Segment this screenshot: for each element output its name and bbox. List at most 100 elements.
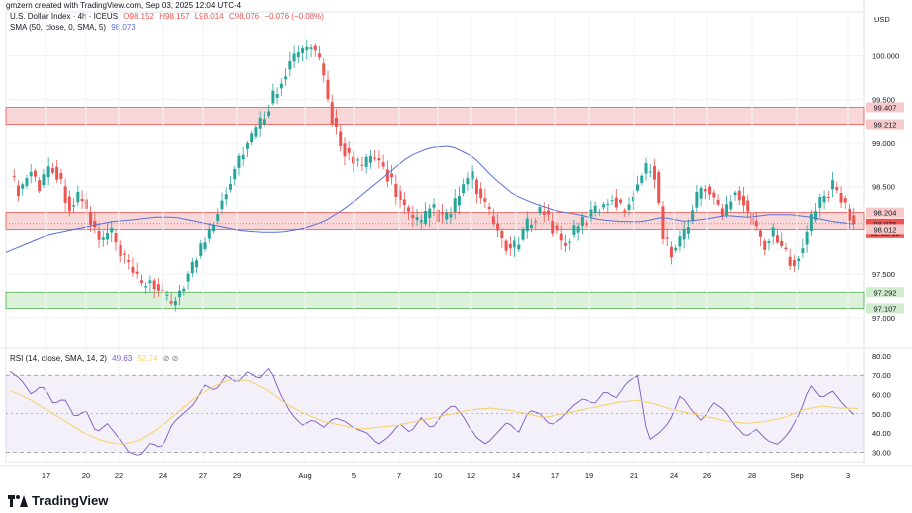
candle-body	[139, 280, 143, 283]
candle-body	[178, 290, 182, 298]
candle-body	[648, 171, 652, 173]
candle-body	[29, 171, 33, 177]
candle-body	[470, 171, 474, 180]
candle-body	[555, 225, 559, 231]
brand-name: TradingView	[32, 493, 109, 508]
candle-body	[135, 271, 139, 274]
candle-body	[708, 186, 712, 195]
candle-body	[322, 63, 326, 76]
candle-body	[716, 199, 720, 205]
candle-body	[831, 180, 835, 190]
time-tick-label: 20	[82, 471, 90, 480]
candle-body	[521, 229, 525, 240]
candle-body	[301, 48, 305, 54]
candle-body	[360, 164, 364, 166]
candle-body	[504, 240, 508, 251]
sma-label[interactable]: SMA (50, close, 0, SMA, 5)	[10, 23, 107, 32]
time-tick-label: Sep	[790, 471, 803, 480]
candle-body	[733, 192, 737, 196]
candle-body	[508, 243, 512, 249]
price-tick-label: 97.000	[872, 314, 895, 323]
candle-body	[241, 154, 245, 159]
candle-body	[496, 223, 500, 231]
candle-body	[339, 131, 343, 147]
candle-body	[118, 244, 122, 256]
candle-body	[703, 189, 707, 192]
candle-body	[296, 52, 300, 58]
candle-body	[780, 240, 784, 247]
candle-body	[746, 200, 750, 212]
candle-body	[250, 133, 254, 143]
time-tick-label: 28	[748, 471, 756, 480]
candle-body	[572, 225, 576, 235]
candle-body	[279, 83, 283, 89]
candle-body	[262, 119, 266, 125]
candle-body	[76, 191, 80, 203]
candle-body	[398, 191, 402, 201]
low-value: L98.014	[194, 12, 224, 21]
time-tick-label: 17	[42, 471, 50, 480]
candle-body	[216, 214, 220, 222]
candle-body	[835, 187, 839, 191]
candle-body	[589, 209, 593, 217]
open-value: O98.152	[123, 12, 154, 21]
candle-body	[568, 241, 572, 243]
candle-body	[110, 228, 114, 233]
candle-body	[122, 253, 126, 255]
candle-body	[483, 198, 487, 202]
candle-body	[148, 280, 152, 284]
candle-body	[46, 166, 50, 178]
zone-mid-low-label: 98.012	[874, 225, 897, 234]
time-tick-label: 24	[670, 471, 678, 480]
candle-body	[165, 294, 169, 296]
rsi-legend: RSI (14, close, SMA, 14, 2) 49.63 52.74 …	[10, 354, 181, 363]
time-tick-label: 3	[846, 471, 850, 480]
rsi-tick-label: 70.00	[872, 371, 891, 380]
candle-body	[432, 204, 436, 208]
candle-body	[445, 212, 449, 220]
candle-body	[843, 198, 847, 203]
price-tick-label: 97.500	[872, 270, 895, 279]
time-tick-label: 19	[585, 471, 593, 480]
candle-body	[763, 240, 767, 250]
time-tick-label: 14	[512, 471, 520, 480]
candle-body	[822, 196, 826, 203]
candle-body	[203, 242, 207, 250]
time-tick-label: 12	[467, 471, 475, 480]
candle-body	[695, 191, 699, 208]
candle-body	[368, 155, 372, 163]
zone-top-high-label-badge	[866, 102, 904, 113]
candle-body	[144, 286, 148, 288]
time-tick-label: Aug	[298, 471, 311, 480]
symbol-title[interactable]: U.S. Dollar Index · 4h · ICEUS	[10, 12, 119, 21]
candle-body	[80, 199, 84, 202]
change-value: −0.076 (−0.08%)	[264, 12, 324, 21]
candle-body	[559, 233, 563, 241]
zone-bot-high-label-badge	[866, 287, 904, 298]
candle-body	[797, 258, 801, 262]
candle-body	[59, 173, 63, 180]
candle-body	[513, 240, 517, 248]
candle-body	[712, 192, 716, 198]
candle-body	[254, 127, 258, 137]
candle-body	[275, 94, 279, 98]
candle-body	[669, 246, 673, 258]
price-tick-label: 100.000	[872, 52, 899, 61]
candle-body	[55, 166, 59, 180]
candle-body	[381, 162, 385, 167]
candle-body	[691, 210, 695, 221]
candle-body	[602, 204, 606, 208]
rsi-visibility-icons[interactable]: ⊘ ⊘	[162, 354, 179, 363]
candle-body	[50, 168, 54, 173]
candle-body	[839, 193, 843, 203]
candle-body	[517, 244, 521, 250]
candle-body	[661, 206, 665, 239]
created-by-caption: gmzern created with TradingView.com, Sep…	[6, 1, 242, 10]
candle-body	[758, 230, 762, 237]
rsi-label[interactable]: RSI (14, close, SMA, 14, 2)	[10, 354, 107, 363]
candle-body	[479, 188, 483, 199]
candle-body	[207, 229, 211, 239]
candle-body	[805, 231, 809, 245]
